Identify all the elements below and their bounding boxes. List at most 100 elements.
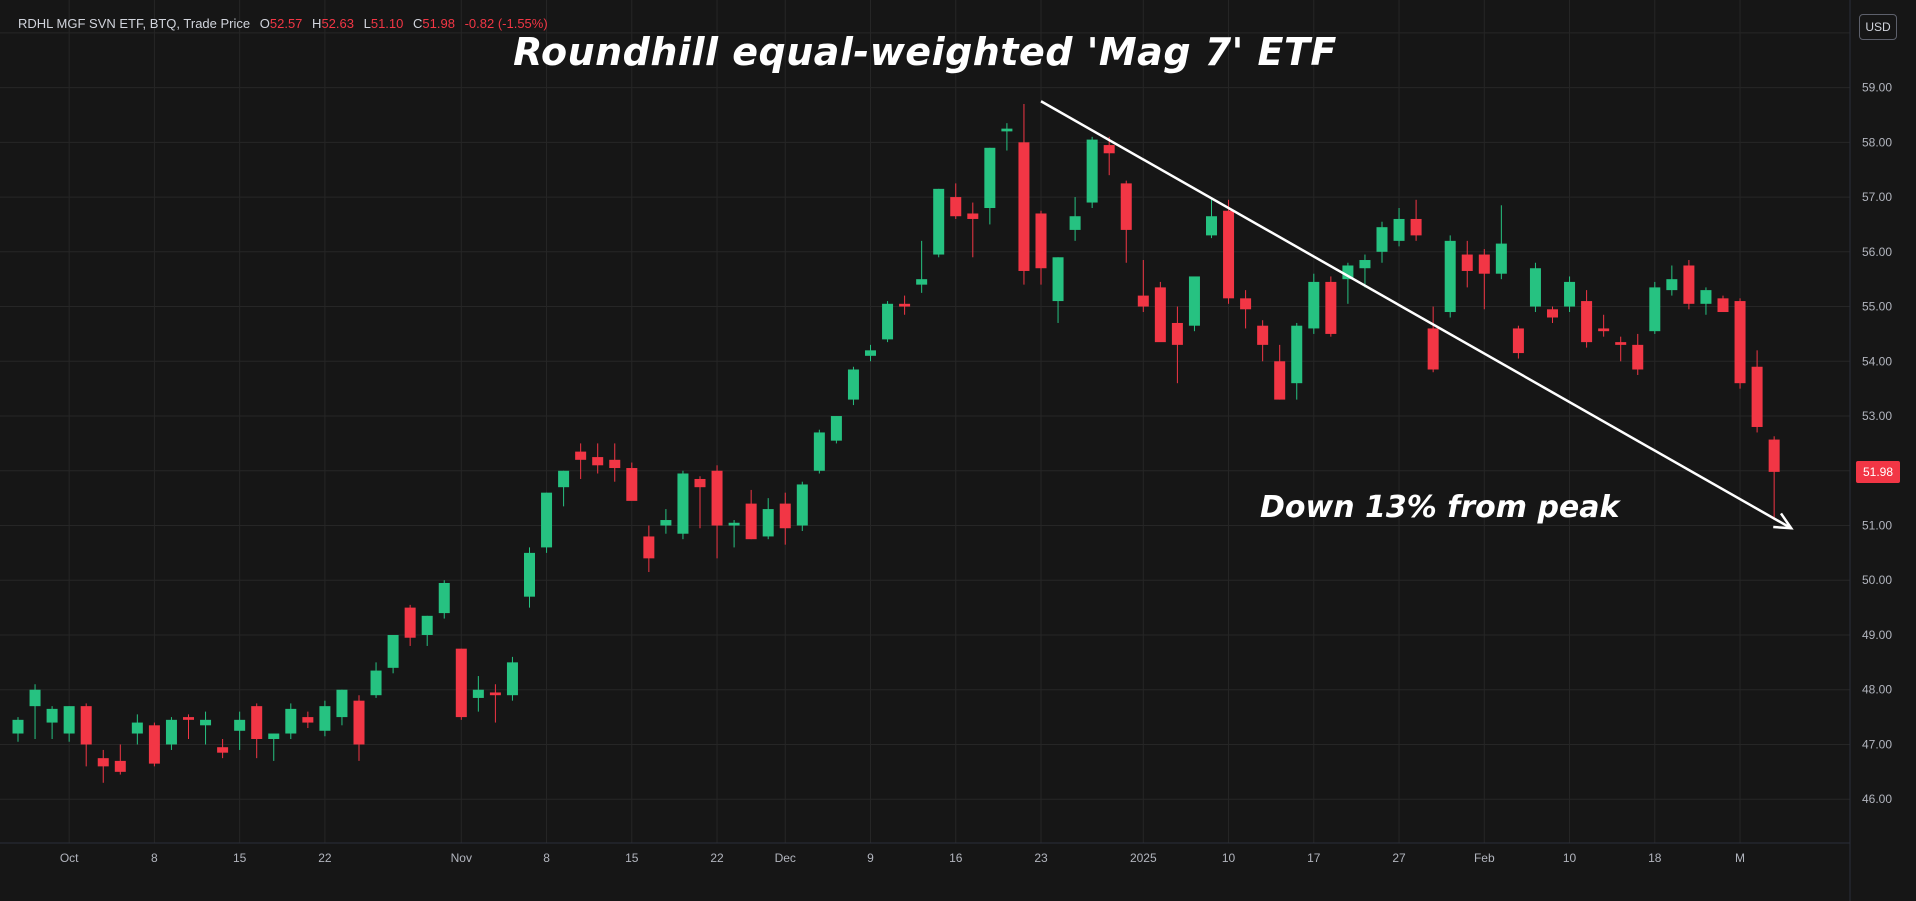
close-label: C xyxy=(413,16,423,31)
candle xyxy=(1001,123,1013,151)
candle xyxy=(1512,325,1524,359)
candle-body xyxy=(1274,361,1286,400)
time-tick-label: Feb xyxy=(1474,851,1495,865)
time-tick-label: 8 xyxy=(151,851,158,865)
candle xyxy=(1274,344,1286,400)
price-tick-label: 53.00 xyxy=(1862,409,1892,423)
candle-body xyxy=(1223,210,1235,299)
time-axis[interactable]: Oct 8 15 22 Nov 8 15 22 Dec 9 16 23 2025 10 17 27 Feb 10 1… xyxy=(60,851,1745,865)
candle-body xyxy=(1171,322,1183,345)
candle xyxy=(319,700,331,737)
candle xyxy=(1308,273,1320,334)
low-label: L xyxy=(363,16,371,31)
candle xyxy=(438,580,450,619)
candle xyxy=(472,676,484,712)
candle-body xyxy=(1734,301,1746,384)
candle-body xyxy=(694,478,706,488)
grid-lines xyxy=(0,0,1850,843)
candle xyxy=(165,717,177,750)
candle-body xyxy=(234,719,246,731)
candle-body xyxy=(1683,265,1695,304)
candle-body xyxy=(268,733,280,739)
time-tick-label: 22 xyxy=(710,851,724,865)
candle xyxy=(1206,197,1217,239)
candle-body xyxy=(575,451,587,460)
candle-body xyxy=(1257,325,1269,345)
candle xyxy=(1444,235,1456,318)
candle-body xyxy=(1240,298,1252,310)
candle-body xyxy=(762,509,774,537)
open-value: 52.57 xyxy=(269,16,303,31)
candle-body xyxy=(984,147,996,209)
time-tick-label: 8 xyxy=(543,851,550,865)
candle-body xyxy=(1086,139,1098,203)
candle xyxy=(29,684,41,739)
candle-body xyxy=(1206,216,1217,236)
candle xyxy=(830,416,842,444)
time-tick-label: Oct xyxy=(60,851,79,865)
candle-body xyxy=(1188,276,1200,326)
candle xyxy=(1478,249,1490,310)
candle-body xyxy=(1018,142,1030,271)
candle-body xyxy=(1001,128,1013,132)
candle xyxy=(46,706,58,739)
candle xyxy=(183,714,194,739)
candle xyxy=(1188,276,1200,332)
candle xyxy=(1581,290,1593,348)
candle-body xyxy=(779,503,791,529)
close-value: 51.98 xyxy=(422,16,455,31)
candle xyxy=(558,470,570,507)
candle-body xyxy=(404,607,416,638)
candle-body xyxy=(1649,287,1661,332)
candle-body xyxy=(1581,301,1593,343)
time-tick-label: M xyxy=(1735,851,1745,865)
candle xyxy=(1717,295,1729,313)
candle xyxy=(1359,254,1371,288)
price-tick-label: 59.00 xyxy=(1862,81,1892,95)
candle xyxy=(865,344,876,362)
currency-button[interactable]: USD xyxy=(1859,14,1897,40)
candle-body xyxy=(217,747,229,753)
price-axis[interactable]: 46.0047.0048.0049.0050.0051.0052.0053.00… xyxy=(1862,26,1892,806)
price-tick-label: 51.00 xyxy=(1862,519,1892,533)
candle xyxy=(1291,322,1303,400)
candle xyxy=(1103,136,1115,176)
candle xyxy=(1632,333,1644,375)
candle-body xyxy=(1632,344,1644,370)
candle-body xyxy=(336,689,348,718)
candle-body xyxy=(12,719,24,734)
candle-body xyxy=(1700,290,1712,304)
candle-body xyxy=(899,303,911,307)
candle-body xyxy=(506,662,518,696)
candle-body xyxy=(472,689,484,698)
candle-body xyxy=(319,706,331,731)
candle xyxy=(592,443,604,474)
candle-body xyxy=(489,692,501,696)
candle xyxy=(489,684,501,723)
time-tick-label: 10 xyxy=(1222,851,1236,865)
candle xyxy=(200,711,212,745)
candle xyxy=(1069,197,1081,241)
candle xyxy=(541,492,553,553)
candle xyxy=(950,183,962,219)
trend-arrow xyxy=(1040,100,1794,530)
annotation-text: Down 13% from peak xyxy=(1260,490,1620,525)
candle-body xyxy=(728,522,740,526)
time-tick-label: 27 xyxy=(1392,851,1406,865)
candle-body xyxy=(1103,145,1115,154)
candle xyxy=(1410,199,1422,241)
candle xyxy=(1223,199,1235,304)
candle xyxy=(1734,298,1746,389)
candle xyxy=(12,717,24,742)
candle-body xyxy=(524,552,535,597)
candle xyxy=(1393,208,1405,247)
candle-body xyxy=(882,303,894,340)
price-tick-label: 56.00 xyxy=(1862,245,1892,259)
candle-body xyxy=(1069,216,1081,230)
candle xyxy=(779,492,791,545)
candle xyxy=(1598,314,1610,337)
time-tick-label: 22 xyxy=(318,851,332,865)
last-price-tag: 51.98 xyxy=(1856,460,1900,483)
candle xyxy=(1257,320,1269,362)
